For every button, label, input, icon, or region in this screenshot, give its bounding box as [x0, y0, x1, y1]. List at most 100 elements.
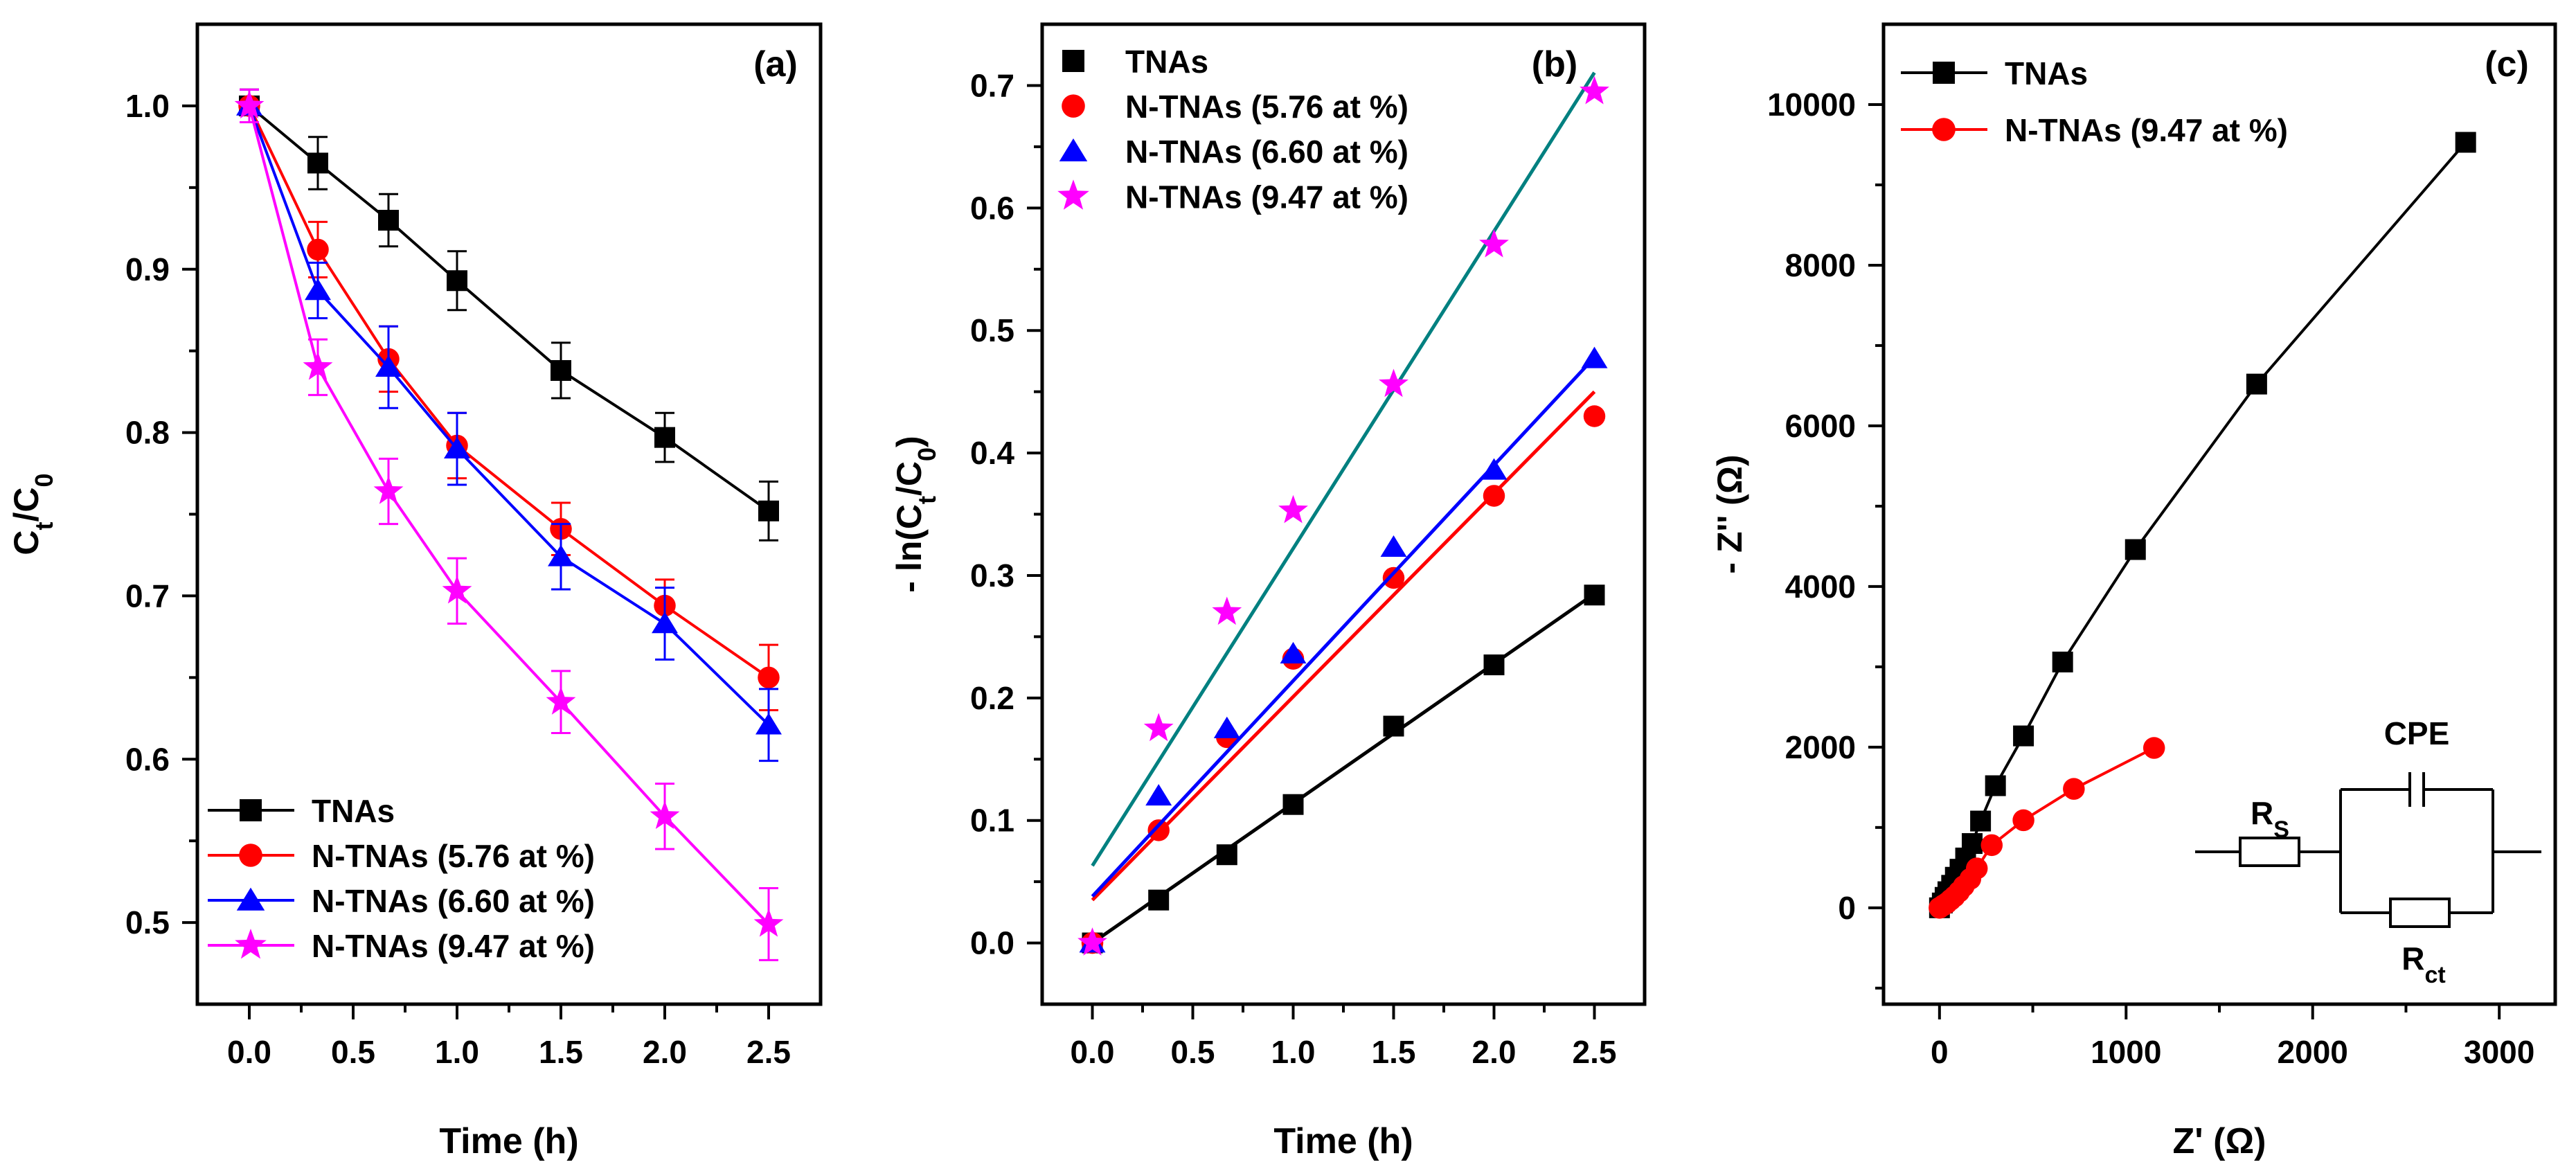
data-point	[2013, 725, 2034, 747]
y-tick-label: 0	[1838, 890, 1856, 926]
legend-entry: N-TNAs (6.60 at %)	[208, 883, 595, 919]
panel-c-chart: 0 1000 2000 3000 0 2000 4000 6000 8000 10000 (c) Z'…	[1710, 22, 2557, 1161]
data-point	[758, 500, 779, 521]
legend-marker	[1059, 138, 1088, 161]
data-point	[305, 278, 331, 301]
legend-label: TNAs	[2005, 55, 2088, 91]
data-point	[303, 351, 333, 380]
circuit-rct-label: Rct	[2401, 940, 2445, 988]
x-tick-label: 0.5	[331, 1034, 375, 1070]
y-tick-label: 0.9	[125, 251, 170, 287]
legend-marker	[235, 929, 267, 959]
data-point	[2455, 132, 2476, 153]
x-tick-label: 1.0	[435, 1034, 479, 1070]
y-tick-label: 0.6	[125, 741, 170, 777]
legend-marker	[240, 799, 262, 821]
panel-a-chart: 0.0 0.5 1.0 1.5 2.0 2.5 0.5 0.6 0.7 0.8 0.9 1.0 (a) T…	[7, 22, 823, 1161]
series-3	[234, 88, 784, 961]
x-tick-label: 1.0	[1271, 1034, 1316, 1070]
legend-marker	[239, 844, 262, 867]
x-tick-label: 2000	[2278, 1034, 2348, 1070]
series-0	[1082, 584, 1605, 954]
circuit-rs-resistor	[2239, 837, 2300, 867]
x-tick-label: 2.0	[643, 1034, 687, 1070]
y-tick-label: 6000	[1785, 408, 1856, 444]
y-tick-label: 0.8	[125, 415, 170, 451]
series-1	[1929, 737, 2165, 919]
legend-entry: TNAs	[1062, 44, 1208, 80]
data-point	[375, 355, 402, 377]
y-tick-label: 1.0	[125, 88, 170, 124]
data-point	[1212, 596, 1242, 625]
x-tick-label: 1000	[2091, 1034, 2161, 1070]
y-axis-label: - Z'' (Ω)	[1710, 454, 1749, 573]
circuit-rct-resistor	[2389, 898, 2451, 928]
panel-label: (c)	[2485, 44, 2529, 84]
y-tick-label: 4000	[1785, 569, 1856, 605]
y-tick-label: 0.7	[125, 578, 170, 614]
data-point	[1584, 584, 1605, 606]
data-point	[551, 359, 571, 381]
data-point	[1380, 535, 1407, 557]
series-1	[1081, 390, 1606, 954]
x-tick-label: 0	[1931, 1034, 1949, 1070]
legend-entry: TNAs	[208, 793, 395, 829]
data-point	[1980, 834, 2003, 857]
data-point	[1077, 927, 1107, 956]
data-point	[654, 427, 675, 448]
series-0	[239, 88, 779, 542]
equivalent-circuit-diagram: RS CPE Rct	[2195, 715, 2541, 988]
x-tick-label: 1.5	[1372, 1034, 1416, 1070]
x-tick-label: 2.5	[746, 1034, 791, 1070]
data-point	[373, 476, 404, 504]
data-point	[1970, 810, 1992, 832]
series-0	[1929, 132, 2476, 918]
data-point	[1278, 494, 1308, 524]
data-point	[1145, 784, 1172, 806]
data-point	[444, 436, 470, 458]
series-2	[1079, 346, 1608, 953]
data-point	[1383, 715, 1404, 737]
legend-entry: N-TNAs (5.76 at %)	[1062, 89, 1408, 125]
data-point	[1379, 368, 1408, 398]
legend-entry: N-TNAs (9.47 at %)	[208, 928, 595, 964]
series-line	[248, 105, 770, 679]
y-tick-label: 0.7	[970, 67, 1014, 103]
data-point	[1143, 713, 1174, 742]
circuit-cpe-label: CPE	[2384, 715, 2450, 751]
y-tick-label: 0.6	[970, 190, 1014, 226]
data-point	[546, 686, 576, 715]
data-point	[650, 801, 680, 829]
data-point	[1581, 346, 1608, 368]
x-axis-label: Z' (Ω)	[2173, 1121, 2266, 1161]
panel-b-chart: 0.0 0.5 1.0 1.5 2.0 2.5 0.0 0.1 0.2 0.3 0.4 0.5 0.6 0…	[890, 22, 1647, 1161]
x-tick-label: 1.5	[539, 1034, 583, 1070]
data-point	[2143, 737, 2165, 759]
fit-line	[1091, 71, 1596, 867]
panel-label: (b)	[1532, 44, 1577, 84]
legend-marker	[1057, 179, 1089, 210]
y-tick-label: 0.5	[125, 904, 170, 940]
legend-label: TNAs	[312, 793, 395, 829]
series-line	[248, 105, 770, 726]
y-tick-label: 0.2	[970, 680, 1014, 716]
data-point	[1147, 819, 1170, 841]
data-point	[652, 612, 678, 634]
fit-line	[1091, 356, 1596, 898]
legend-entry: N-TNAs (5.76 at %)	[208, 838, 595, 874]
data-point	[1580, 75, 1609, 105]
data-point	[1280, 641, 1307, 663]
legend-entry: N-TNAs (9.47 at %)	[1901, 112, 2288, 148]
data-point	[1481, 458, 1508, 480]
x-tick-label: 2.5	[1573, 1034, 1617, 1070]
legend-marker	[1933, 62, 1955, 84]
series-3	[1077, 71, 1609, 956]
y-tick-label: 10000	[1767, 87, 1856, 123]
series-1	[238, 88, 780, 711]
data-point	[307, 238, 329, 261]
data-point	[548, 544, 574, 566]
fit-line	[1091, 592, 1595, 945]
data-point	[1479, 229, 1509, 258]
legend-label: N-TNAs (5.76 at %)	[312, 838, 595, 874]
